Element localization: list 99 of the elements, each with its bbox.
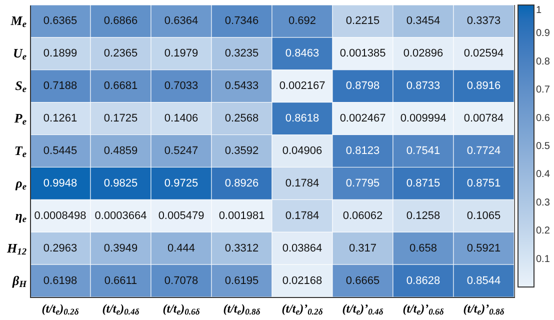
data-label: 0.8463 (285, 48, 320, 60)
data-label: 0.1406 (164, 112, 198, 125)
data-label: 0.6611 (104, 274, 138, 287)
data-label: 0.005479 (158, 210, 204, 222)
y-tick-label: M$_{e}$ (10, 13, 26, 30)
data-label: 0.03864 (282, 242, 322, 254)
color-bar-label: 0.4 (536, 169, 550, 180)
color-bar-label: 1 (536, 5, 542, 16)
y-tick-label: H$_{12}$ (6, 240, 27, 258)
x-tick-label: (t/t$_{e}$)$_{0.4δ}$ (102, 302, 140, 316)
y-tick-label: T$_{e}$ (14, 143, 26, 160)
x-tick-label: (t/t$_{e}$)$_{0.2δ}$ (42, 302, 80, 316)
x-tick-label: (t/t$_{e}$)’$_{0.6δ}$ (402, 302, 444, 316)
data-label: 0.5433 (224, 80, 259, 92)
y-tick-label: η$_{e}$ (15, 208, 26, 225)
color-bar-label: 0.5 (536, 141, 550, 152)
data-label: 0.02594 (464, 48, 504, 60)
x-tick-label: (t/t$_{e}$)’$_{0.4δ}$ (342, 302, 384, 316)
data-label: 0.2963 (43, 242, 78, 254)
data-label: 0.001981 (218, 210, 265, 222)
data-label: 0.002467 (340, 112, 386, 125)
data-label: 0.06062 (342, 210, 383, 222)
x-tick-label: (t/t$_{e}$)$_{0.8δ}$ (223, 302, 261, 316)
color-bar-label: 0.8 (536, 56, 550, 68)
data-label: 0.8544 (466, 274, 501, 287)
data-label: 0.8916 (466, 80, 501, 92)
data-label: 0.9825 (104, 177, 138, 190)
data-label: 0.6195 (224, 274, 259, 287)
data-label: 0.658 (409, 242, 438, 254)
data-label: 0.1979 (164, 48, 198, 60)
data-label: 0.002167 (279, 80, 326, 92)
data-label: 0.009994 (400, 112, 446, 125)
data-label: 0.6665 (346, 274, 380, 287)
data-label: 0.02168 (282, 274, 322, 287)
data-label: 0.4859 (104, 145, 138, 157)
data-label: 0.2568 (224, 112, 259, 125)
data-label: 0.1725 (104, 112, 138, 125)
data-label: 0.7724 (466, 145, 501, 157)
x-tick-label: (t/t$_{e}$)’$_{0.2δ}$ (282, 302, 324, 316)
data-label: 0.5921 (466, 242, 501, 254)
y-tick-label: β$_{H}$ (12, 272, 28, 290)
data-label: 0.1261 (43, 112, 78, 125)
data-label: 0.8618 (285, 112, 320, 125)
data-label: 0.2215 (346, 15, 380, 28)
color-bar-label: 0.7 (536, 84, 550, 96)
data-label: 0.001385 (340, 48, 386, 60)
data-label: 0.7033 (164, 80, 198, 92)
data-label: 0.8123 (346, 145, 380, 157)
data-label: 0.1899 (43, 48, 78, 60)
color-bar-label: 0.1 (536, 254, 550, 265)
data-label: 0.9725 (164, 177, 198, 190)
data-label: 0.7188 (43, 80, 78, 92)
data-label: 0.3592 (224, 145, 259, 157)
y-tick-label: P$_{e}$ (14, 110, 26, 128)
data-label: 0.6866 (104, 15, 138, 28)
data-label: 0.9948 (43, 177, 78, 190)
data-label: 0.5247 (164, 145, 198, 157)
data-label: 0.3312 (224, 242, 259, 254)
x-tick-label: (t/t$_{e}$)$_{0.6δ}$ (162, 302, 200, 316)
data-label: 0.692 (288, 15, 316, 28)
data-label: 0.3235 (224, 48, 259, 60)
data-label: 0.317 (348, 242, 377, 254)
color-bar-label: 0.3 (536, 197, 550, 208)
data-label: 0.0008498 (34, 210, 86, 222)
data-label: 0.8628 (406, 274, 440, 287)
y-tick-label: U$_{e}$ (12, 46, 26, 63)
data-label: 0.0003664 (94, 210, 147, 222)
color-bar-label: 0.2 (536, 226, 550, 237)
data-label: 0.2365 (104, 48, 138, 60)
data-label: 0.7346 (224, 15, 259, 28)
data-label: 0.6198 (43, 274, 78, 287)
data-label: 0.1784 (285, 177, 320, 190)
data-label: 0.02896 (403, 48, 444, 60)
data-label: 0.8798 (346, 80, 380, 92)
data-label: 0.8715 (406, 177, 440, 190)
y-tick-label: ρ$_{e}$ (14, 175, 26, 192)
data-label: 0.6681 (104, 80, 138, 92)
data-label: 0.6365 (43, 15, 78, 28)
data-label: 0.8751 (466, 177, 501, 190)
data-label: 0.1065 (466, 210, 501, 222)
color-bar-label: 0.6 (536, 112, 550, 124)
data-label: 0.00784 (464, 112, 504, 125)
data-label: 0.8733 (406, 80, 440, 92)
data-label: 0.7795 (346, 177, 380, 190)
data-label: 0.3949 (104, 242, 138, 254)
data-label: 0.7541 (406, 145, 440, 157)
y-tick-label: S$_{e}$ (15, 78, 26, 96)
x-tick-label: (t/t$_{e}$)’$_{0.8δ}$ (463, 302, 505, 316)
data-label: 0.7078 (164, 274, 198, 287)
data-label: 0.1258 (406, 210, 440, 222)
data-label: 0.6364 (164, 15, 198, 28)
data-label: 0.8926 (224, 177, 259, 190)
color-bar-label: 0.9 (536, 28, 550, 40)
data-label: 0.04906 (282, 145, 322, 157)
data-label: 0.5445 (43, 145, 78, 157)
data-label: 0.1784 (285, 210, 320, 222)
data-label: 0.3373 (466, 15, 501, 28)
data-label: 0.444 (167, 242, 196, 254)
data-label: 0.3454 (406, 15, 440, 28)
